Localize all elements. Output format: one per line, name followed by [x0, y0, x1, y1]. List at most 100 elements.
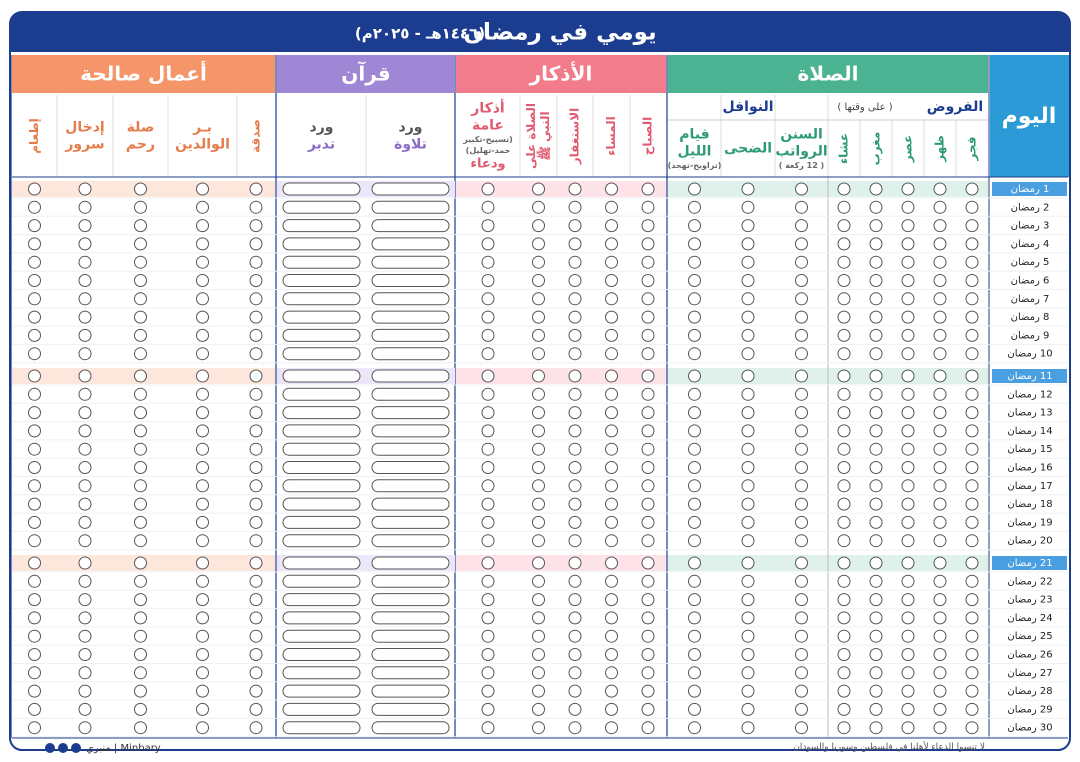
- checkbox: [837, 387, 851, 401]
- section-title: أعمال صالحة: [80, 60, 207, 86]
- checkbox: [688, 702, 701, 716]
- checkbox: [249, 702, 263, 716]
- checkbox: [688, 534, 701, 548]
- input-pill: [282, 182, 361, 196]
- checkbox: [837, 702, 851, 716]
- checkbox: [965, 684, 979, 698]
- checkbox: [933, 684, 947, 698]
- checkbox: [933, 237, 947, 251]
- checkbox: [795, 702, 808, 716]
- checkbox: [568, 593, 582, 607]
- checkbox: [605, 406, 618, 420]
- checkbox: [741, 347, 755, 361]
- checkbox: [78, 702, 92, 716]
- checkbox: [134, 593, 147, 607]
- checkbox: [741, 292, 755, 306]
- checkbox: [837, 593, 851, 607]
- checkbox: [869, 556, 883, 570]
- input-pill: [282, 292, 361, 306]
- checkbox: [249, 515, 263, 529]
- checkbox: [795, 611, 808, 625]
- checkbox: [196, 182, 209, 196]
- column-label: الوالدين: [175, 137, 230, 153]
- checkbox: [532, 611, 545, 625]
- checkbox: [965, 574, 979, 588]
- checkbox: [196, 424, 209, 438]
- checkbox: [481, 328, 495, 342]
- checkbox: [641, 424, 655, 438]
- checkbox: [901, 347, 915, 361]
- checkbox: [933, 182, 947, 196]
- checkbox: [605, 479, 618, 493]
- checkbox: [965, 182, 979, 196]
- checkbox: [28, 310, 41, 324]
- checkbox: [741, 611, 755, 625]
- input-pill: [371, 255, 450, 269]
- checkbox: [741, 702, 755, 716]
- checkbox: [28, 479, 41, 493]
- checkbox: [196, 702, 209, 716]
- input-pill: [282, 442, 361, 456]
- checkbox: [965, 666, 979, 680]
- input-pill: [371, 479, 450, 493]
- checkbox: [532, 684, 545, 698]
- checkbox: [605, 442, 618, 456]
- checkbox: [933, 534, 947, 548]
- input-pill: [371, 200, 450, 214]
- checkbox: [249, 328, 263, 342]
- checkbox: [605, 237, 618, 251]
- input-pill: [282, 219, 361, 233]
- input-pill: [282, 721, 361, 735]
- checkbox: [869, 328, 883, 342]
- subgroup-note: ( على وقتها ): [837, 102, 892, 113]
- checkbox: [78, 442, 92, 456]
- column-label: النبي ﷺ: [535, 111, 552, 160]
- checkbox: [688, 648, 701, 661]
- checkbox: [641, 611, 655, 625]
- checkbox: [869, 200, 883, 214]
- checkbox: [605, 702, 618, 716]
- checkbox: [901, 255, 915, 269]
- checkbox: [901, 442, 915, 456]
- checkbox: [741, 274, 755, 287]
- checkbox: [741, 629, 755, 643]
- checkbox: [134, 237, 147, 251]
- column-label: عامة: [472, 118, 504, 134]
- checkbox: [481, 200, 495, 214]
- checkbox: [481, 255, 495, 269]
- checkbox: [869, 387, 883, 401]
- checkbox: [249, 200, 263, 214]
- checkbox: [28, 702, 41, 716]
- column-label: الاستغفار: [568, 108, 582, 166]
- checkbox: [741, 182, 755, 196]
- checkbox: [869, 666, 883, 680]
- checkbox: [28, 292, 41, 306]
- checkbox: [532, 479, 545, 493]
- checkbox: [249, 534, 263, 548]
- checkbox: [568, 611, 582, 625]
- checkbox: [196, 369, 209, 383]
- checkbox: [965, 369, 979, 383]
- checkbox: [134, 424, 147, 438]
- checkbox: [605, 515, 618, 529]
- checkbox: [688, 310, 701, 324]
- checkbox: [641, 721, 655, 735]
- checkbox: [28, 611, 41, 625]
- checkbox: [837, 461, 851, 474]
- checkbox: [249, 255, 263, 269]
- checkbox: [688, 328, 701, 342]
- checkbox: [532, 219, 545, 233]
- checkbox: [134, 182, 147, 196]
- checkbox: [688, 255, 701, 269]
- checkbox: [933, 593, 947, 607]
- column-label: السنن: [780, 127, 823, 143]
- checkbox: [933, 515, 947, 529]
- input-pill: [282, 479, 361, 493]
- column-label: بـر: [192, 120, 212, 136]
- checkbox: [28, 424, 41, 438]
- checkbox: [134, 666, 147, 680]
- column-label: عصر: [901, 135, 915, 164]
- day-header: [990, 55, 1069, 177]
- section-title: الصلاة: [797, 62, 858, 86]
- checkbox: [933, 255, 947, 269]
